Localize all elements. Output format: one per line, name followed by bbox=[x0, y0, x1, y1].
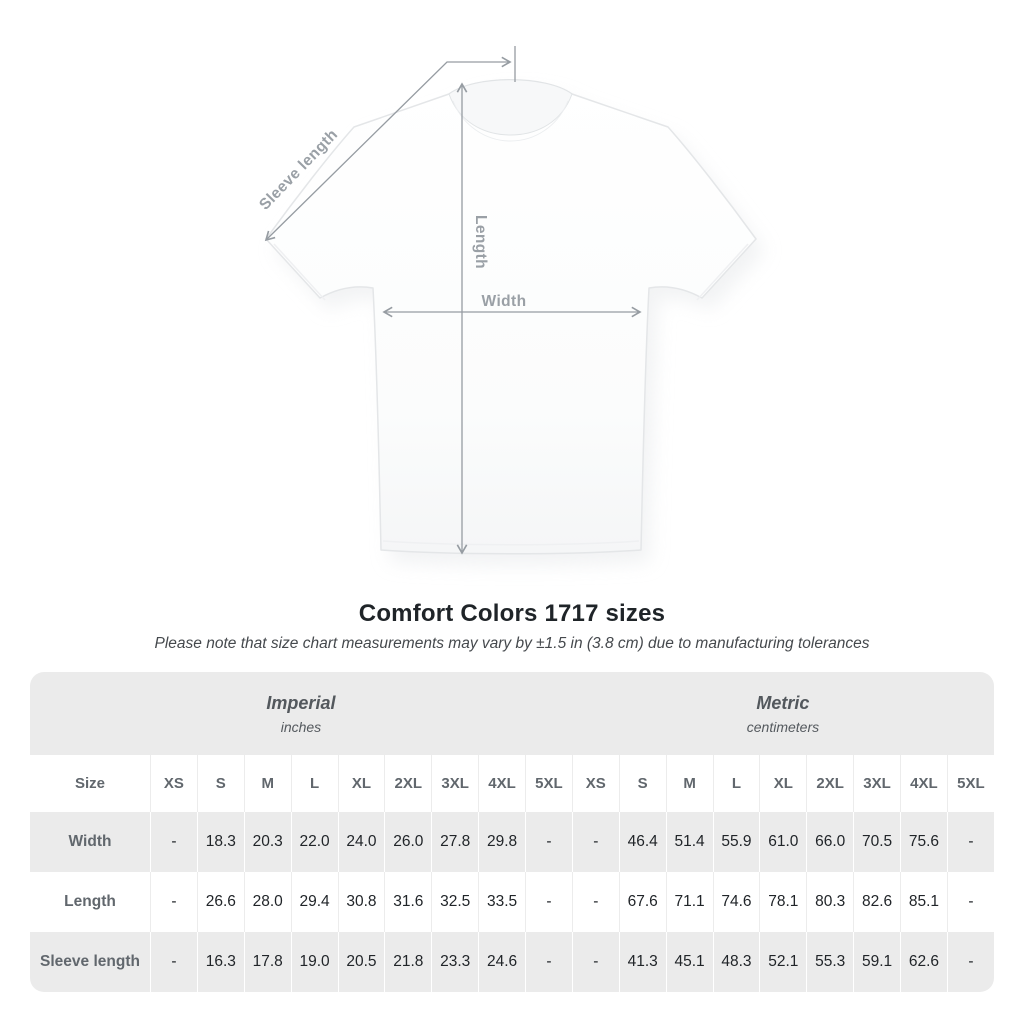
size-header-cell: 3XL bbox=[431, 755, 479, 812]
size-header-cell: 5XL bbox=[525, 755, 572, 812]
value-cell: 18.3 bbox=[196, 812, 244, 872]
row-label: Sleeve length bbox=[30, 932, 150, 992]
value-cell: 46.4 bbox=[618, 812, 666, 872]
measurement-row: Width -18.3 20.3 22.0 24.0 26.0 27.8 29.8- -46.4… bbox=[30, 812, 994, 872]
row-label: Width bbox=[30, 812, 150, 872]
value-cell: - bbox=[946, 872, 994, 932]
value-cell: 26.0 bbox=[384, 812, 432, 872]
value-cell: 80.3 bbox=[806, 872, 854, 932]
measurement-row: Length -26.6 28.0 29.4 30.8 31.6 32.5 33.5- -67.… bbox=[30, 872, 994, 932]
value-cell: 20.5 bbox=[337, 932, 385, 992]
value-cell: 67.6 bbox=[618, 872, 666, 932]
unit-group-sublabel: inches bbox=[280, 718, 322, 735]
value-cell: - bbox=[946, 812, 994, 872]
unit-group-label: Metric bbox=[756, 692, 810, 713]
size-header-cell: 2XL bbox=[806, 755, 854, 812]
value-cell: 78.1 bbox=[759, 872, 807, 932]
value-cell: 71.1 bbox=[665, 872, 713, 932]
value-cell: - bbox=[525, 812, 572, 872]
value-cell: 24.0 bbox=[337, 812, 385, 872]
value-cell: 82.6 bbox=[853, 872, 900, 932]
value-cell: 30.8 bbox=[337, 872, 385, 932]
tshirt-diagram: Sleeve length Length Width bbox=[256, 46, 765, 566]
right-sleeve-seam bbox=[696, 243, 749, 301]
size-header-cell: 4XL bbox=[478, 755, 525, 812]
size-header-cell: XS bbox=[150, 755, 197, 812]
value-cell: 28.0 bbox=[243, 872, 291, 932]
tolerance-note: Please note that size chart measurements… bbox=[154, 635, 870, 652]
value-cell: 45.1 bbox=[665, 932, 713, 992]
size-header-cell: L bbox=[712, 755, 760, 812]
bottom-hem-seam bbox=[382, 540, 640, 546]
size-header-cell: 5XL bbox=[946, 755, 994, 812]
size-header-cell: M bbox=[243, 755, 291, 812]
value-cell: 55.3 bbox=[806, 932, 854, 992]
size-header-cell: S bbox=[196, 755, 244, 812]
size-header-cell: 4XL bbox=[900, 755, 947, 812]
value-cell: 19.0 bbox=[290, 932, 338, 992]
value-cell: 66.0 bbox=[806, 812, 854, 872]
sleeve-length-measure-line bbox=[264, 56, 512, 242]
size-header-cell: 3XL bbox=[853, 755, 900, 812]
size-column-header: Size bbox=[30, 755, 150, 812]
value-cell: - bbox=[946, 932, 994, 992]
value-cell: 74.6 bbox=[712, 872, 760, 932]
value-cell: 75.6 bbox=[900, 812, 947, 872]
value-cell: - bbox=[571, 812, 619, 872]
value-cell: 41.3 bbox=[618, 932, 666, 992]
value-cell: 27.8 bbox=[431, 812, 479, 872]
value-cell: 29.4 bbox=[290, 872, 338, 932]
value-cell: 55.9 bbox=[712, 812, 760, 872]
value-cell: 52.1 bbox=[759, 932, 807, 992]
unit-band-row: Imperial inches Metric centimeters bbox=[30, 672, 994, 755]
value-cell: 33.5 bbox=[478, 872, 525, 932]
size-header-cell: S bbox=[618, 755, 666, 812]
value-cell: 29.8 bbox=[478, 812, 525, 872]
size-header-cell: XL bbox=[337, 755, 385, 812]
unit-group-imperial: Imperial inches bbox=[30, 672, 572, 755]
value-cell: - bbox=[525, 932, 572, 992]
value-cell: 70.5 bbox=[853, 812, 900, 872]
row-label: Length bbox=[30, 872, 150, 932]
tshirt-size-svg: Sleeve length Length Width bbox=[256, 46, 765, 566]
value-cell: 51.4 bbox=[665, 812, 713, 872]
measurement-row: Sleeve length -16.3 17.8 19.0 20.5 21.8 23.3 24… bbox=[30, 932, 994, 992]
value-cell: 23.3 bbox=[431, 932, 479, 992]
value-cell: 31.6 bbox=[384, 872, 432, 932]
length-label: Length bbox=[472, 215, 489, 269]
value-cell: 17.8 bbox=[243, 932, 291, 992]
unit-group-sublabel: centimeters bbox=[746, 718, 820, 735]
width-label: Width bbox=[482, 293, 527, 310]
size-header-cell: XL bbox=[759, 755, 807, 812]
value-cell: 20.3 bbox=[243, 812, 291, 872]
value-cell: - bbox=[150, 872, 197, 932]
value-cell: 22.0 bbox=[290, 812, 338, 872]
value-cell: 32.5 bbox=[431, 872, 479, 932]
value-cell: 85.1 bbox=[900, 872, 947, 932]
value-cell: 59.1 bbox=[853, 932, 900, 992]
value-cell: - bbox=[571, 872, 619, 932]
size-header-row: Size XS S M L XL 2XL 3XL 4XL 5XL XS S M L XL 2XL 3XL 4XL 5… bbox=[30, 755, 994, 812]
value-cell: 16.3 bbox=[196, 932, 244, 992]
value-cell: 21.8 bbox=[384, 932, 432, 992]
page-title: Comfort Colors 1717 sizes bbox=[358, 600, 666, 627]
value-cell: 24.6 bbox=[478, 932, 525, 992]
size-header-cell: L bbox=[290, 755, 338, 812]
value-cell: 26.6 bbox=[196, 872, 244, 932]
value-cell: - bbox=[571, 932, 619, 992]
size-table: Imperial inches Metric centimeters Size XS S M L… bbox=[30, 672, 994, 992]
value-cell: - bbox=[150, 932, 197, 992]
value-cell: 61.0 bbox=[759, 812, 807, 872]
left-sleeve-seam bbox=[273, 243, 326, 301]
value-cell: 62.6 bbox=[900, 932, 947, 992]
value-cell: 48.3 bbox=[712, 932, 760, 992]
tshirt-shape bbox=[265, 79, 757, 555]
size-header-cell: XS bbox=[571, 755, 619, 812]
unit-group-label: Imperial bbox=[266, 692, 336, 713]
unit-group-metric: Metric centimeters bbox=[571, 672, 994, 755]
value-cell: - bbox=[150, 812, 197, 872]
value-cell: - bbox=[525, 872, 572, 932]
size-header-cell: M bbox=[665, 755, 713, 812]
size-header-cell: 2XL bbox=[384, 755, 432, 812]
